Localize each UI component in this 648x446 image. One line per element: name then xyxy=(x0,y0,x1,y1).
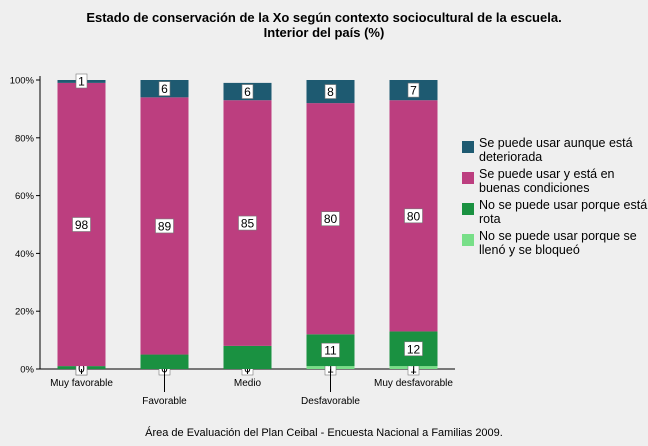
y-tick-label: 80% xyxy=(15,133,35,144)
bar-segment xyxy=(223,345,272,369)
data-label: 11 xyxy=(324,344,337,358)
legend-label: No se puede usar porque está rota xyxy=(479,198,648,226)
data-label-box xyxy=(241,84,254,99)
y-tick-label: 0% xyxy=(20,365,34,376)
data-label: 1 xyxy=(78,75,85,89)
data-label-box xyxy=(321,342,340,358)
chart-legend: Se puede usar aunque está deteriorada Se … xyxy=(462,136,648,260)
x-tick-label: Muy desfavorable xyxy=(374,378,453,389)
data-label: 6 xyxy=(244,85,251,99)
data-label: 0 xyxy=(78,362,85,376)
data-label-box xyxy=(238,215,257,231)
data-label-box xyxy=(155,218,174,234)
data-label: 8 xyxy=(327,85,334,99)
data-label-box xyxy=(324,84,337,99)
legend-swatch xyxy=(462,234,474,246)
data-label: 6 xyxy=(161,82,168,96)
legend-item: Se puede usar y está en buenas condicion… xyxy=(462,167,648,195)
legend-label: Se puede usar y está en buenas condicion… xyxy=(479,167,615,195)
legend-item: No se puede usar porque está rota xyxy=(462,198,648,226)
data-label-box xyxy=(404,341,423,357)
legend-item: No se puede usar porque se llenó y se bl… xyxy=(462,229,648,257)
data-label: 80 xyxy=(407,209,421,223)
chart-title: Estado de conservación de la Xo según co… xyxy=(86,10,562,25)
y-tick-label: 100% xyxy=(10,76,35,87)
y-tick-label: 40% xyxy=(15,249,35,260)
x-tick-label: Medio xyxy=(234,378,262,389)
legend-item: Se puede usar aunque está deteriorada xyxy=(462,136,648,164)
x-tick-label: Desfavorable xyxy=(301,396,360,407)
data-label: 12 xyxy=(407,342,421,356)
data-label: 89 xyxy=(158,219,172,233)
data-label-box xyxy=(158,81,171,96)
legend-swatch xyxy=(462,172,474,184)
y-tick-label: 20% xyxy=(15,307,35,318)
footnote: Área de Evaluación del Plan Ceibal - Enc… xyxy=(145,427,503,439)
x-tick-label: Favorable xyxy=(142,396,187,407)
data-label-box xyxy=(75,73,88,89)
y-tick-label: 60% xyxy=(15,191,35,202)
data-label: 85 xyxy=(241,217,255,231)
data-label-box xyxy=(321,211,340,227)
data-label: 1 xyxy=(327,362,334,376)
bar-segment xyxy=(140,354,189,369)
x-tick-label: Muy favorable xyxy=(50,378,113,389)
legend-label: Se puede usar aunque está deteriorada xyxy=(479,136,633,164)
data-label: 98 xyxy=(75,218,89,232)
legend-swatch xyxy=(462,141,474,153)
data-label-box xyxy=(404,208,423,224)
data-label: 1 xyxy=(410,362,417,376)
data-label-box xyxy=(407,82,420,98)
data-label: 7 xyxy=(410,84,417,98)
legend-label: No se puede usar porque se llenó y se bl… xyxy=(479,229,637,257)
legend-swatch xyxy=(462,203,474,215)
data-label-box xyxy=(72,217,91,232)
data-label: 80 xyxy=(324,212,338,226)
chart-subtitle: Interior del país (%) xyxy=(263,25,385,40)
